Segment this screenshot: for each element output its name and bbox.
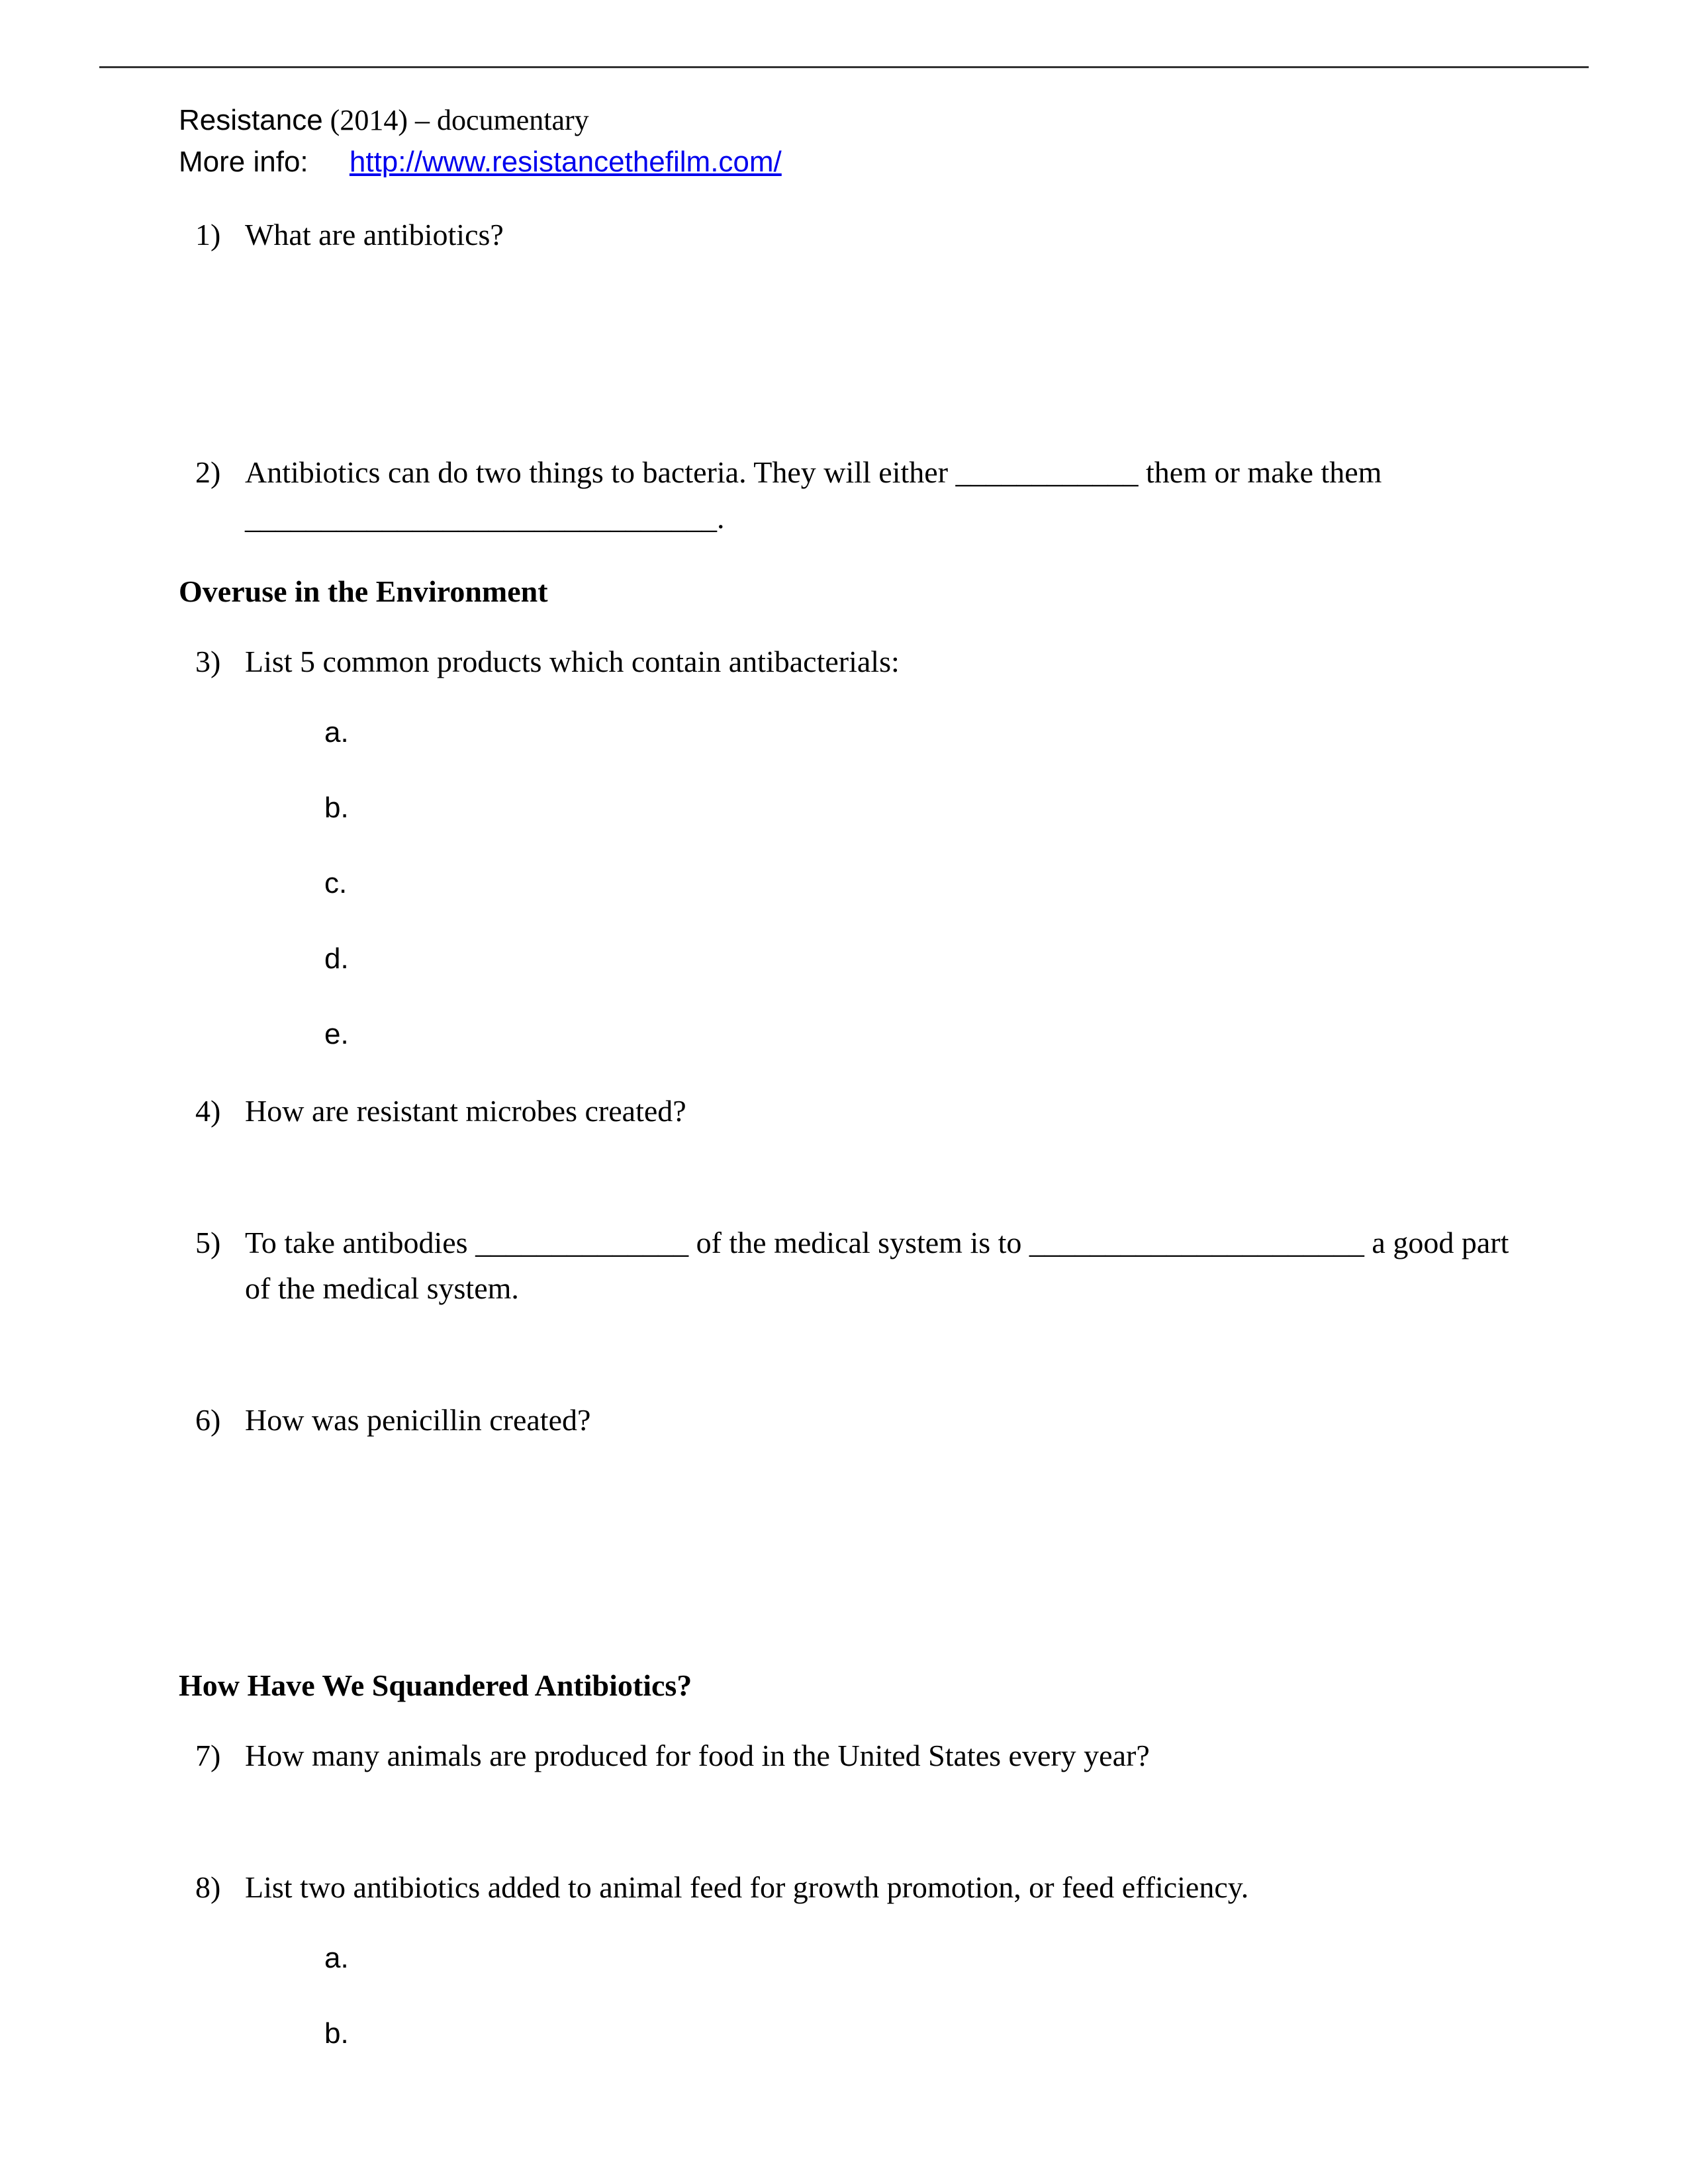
question-item: 5) To take antibodies ______________ of … [245,1220,1509,1311]
question-number: 8) [195,1864,220,1910]
question-number: 6) [195,1397,220,1443]
sub-item: e. [324,1013,1509,1056]
sub-list: a. b. c. d. e. [245,711,1509,1056]
spacer [179,277,1509,449]
question-text: How was penicillin created? [245,1397,1509,1443]
sub-item: c. [324,862,1509,905]
question-number: 3) [195,639,220,684]
document-subtitle: (2014) – documentary [323,104,589,136]
sub-list: a. b. [245,1936,1509,2056]
top-horizontal-rule [99,66,1589,68]
question-list-2: 3) List 5 common products which contain … [179,639,1509,1134]
sub-item: a. [324,711,1509,754]
question-text: List 5 common products which contain ant… [245,639,1509,684]
question-text: Antibiotics can do two things to bacteri… [245,449,1509,541]
sub-item: a. [324,1936,1509,1980]
question-list-1b: 2) Antibiotics can do two things to bact… [179,449,1509,541]
question-item: 6) How was penicillin created? [245,1397,1509,1443]
sub-item: d. [324,937,1509,981]
question-number: 2) [195,449,220,495]
document-title: Resistance [179,104,323,136]
question-item: 1) What are antibiotics? [245,212,1509,257]
page-container: Resistance (2014) – documentary More inf… [0,0,1688,2154]
document-header: Resistance (2014) – documentary [179,101,1509,139]
question-text: How many animals are produced for food i… [245,1733,1509,1778]
question-list-1: 1) What are antibiotics? [179,212,1509,257]
more-info-link[interactable]: http://www.resistancethefilm.com/ [350,146,782,178]
question-list-2c: 6) How was penicillin created? [179,1397,1509,1443]
question-list-2b: 5) To take antibodies ______________ of … [179,1220,1509,1311]
more-info-label: More info: [179,146,308,178]
question-number: 7) [195,1733,220,1778]
question-text: How are resistant microbes created? [245,1088,1509,1134]
question-number: 4) [195,1088,220,1134]
sub-item: b. [324,2012,1509,2056]
question-list-3: 7) How many animals are produced for foo… [179,1733,1509,1778]
spacer [179,1798,1509,1864]
question-text: To take antibodies ______________ of the… [245,1220,1509,1311]
question-text: What are antibiotics? [245,212,1509,257]
sub-item: b. [324,786,1509,830]
question-item: 4) How are resistant microbes created? [245,1088,1509,1134]
section-heading-1: Overuse in the Environment [179,574,1509,609]
question-number: 5) [195,1220,220,1265]
question-item: 2) Antibiotics can do two things to bact… [245,449,1509,541]
question-list-3b: 8) List two antibiotics added to animal … [179,1864,1509,2056]
question-number: 1) [195,212,220,257]
question-item: 7) How many animals are produced for foo… [245,1733,1509,1778]
question-item: 8) List two antibiotics added to animal … [245,1864,1509,2056]
spacer [179,1331,1509,1397]
question-text: List two antibiotics added to animal fee… [245,1864,1509,1910]
spacer [179,1154,1509,1220]
question-item: 3) List 5 common products which contain … [245,639,1509,1056]
section-heading-2: How Have We Squandered Antibiotics? [179,1668,1509,1703]
more-info-line: More info: http://www.resistancethefilm.… [179,146,1509,179]
spacer [179,1463,1509,1635]
